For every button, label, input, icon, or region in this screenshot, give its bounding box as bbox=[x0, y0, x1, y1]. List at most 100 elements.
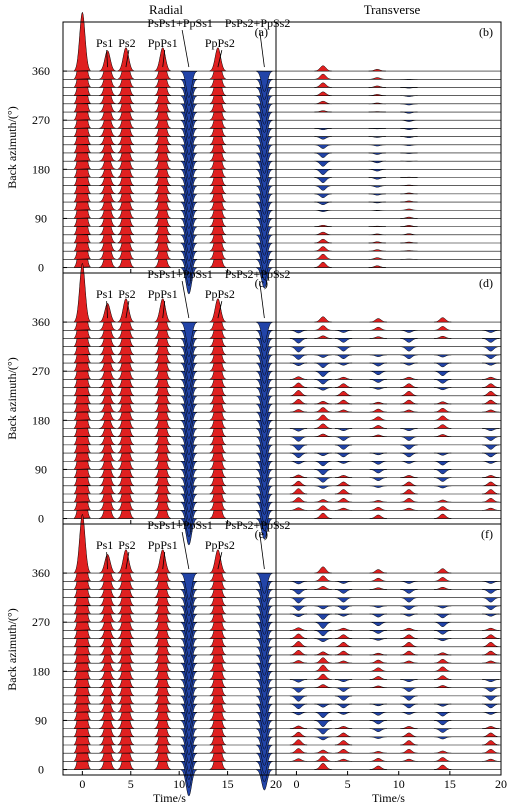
phase-pulse bbox=[289, 695, 308, 702]
phase-pulse bbox=[314, 407, 332, 413]
phase-pulse bbox=[314, 370, 332, 377]
phase-pulse bbox=[481, 605, 500, 611]
phase-pulse bbox=[368, 169, 386, 172]
phase-pulse bbox=[481, 581, 500, 584]
trace-f-135 bbox=[276, 695, 501, 702]
phase-pulse bbox=[400, 726, 418, 729]
phase-pulse bbox=[334, 597, 353, 603]
phase-annotation-ps2: Ps2 bbox=[118, 538, 136, 570]
phase-pulse bbox=[400, 208, 418, 211]
x-tick-label: 0 bbox=[79, 777, 85, 791]
phase-pulse bbox=[314, 253, 332, 260]
trace-d-315 bbox=[276, 346, 501, 353]
phase-pulse bbox=[400, 383, 418, 388]
phase-pulse bbox=[481, 749, 500, 754]
phase-pulse bbox=[289, 731, 308, 738]
trace-b-210 bbox=[276, 152, 501, 158]
trace-d-135 bbox=[276, 444, 501, 451]
trace-f-255 bbox=[276, 627, 501, 637]
trace-f-75 bbox=[276, 725, 501, 735]
y-axis-label: Back azimuth/(°) bbox=[5, 106, 19, 188]
trace-f-90 bbox=[276, 720, 501, 727]
phase-pulse bbox=[433, 362, 452, 368]
phase-pulse bbox=[314, 728, 332, 735]
trace-f-30 bbox=[276, 748, 501, 754]
trace-f-120 bbox=[276, 703, 501, 709]
phase-pulse bbox=[289, 399, 308, 405]
phase-pulse bbox=[481, 489, 500, 495]
phase-pulse bbox=[314, 91, 332, 96]
phase-pulse bbox=[400, 152, 418, 154]
trace-d-30 bbox=[276, 497, 501, 503]
panel-b: (b) bbox=[275, 21, 502, 274]
phase-pulse bbox=[481, 650, 500, 656]
phase-pulse bbox=[400, 200, 418, 203]
phase-pulse bbox=[369, 751, 387, 754]
y-tick-label: 0 bbox=[38, 763, 44, 777]
phase-label: Ps1 bbox=[96, 538, 113, 552]
x-tick-label: 15 bbox=[444, 777, 456, 791]
phase-pulse bbox=[369, 652, 387, 656]
trace-f-300 bbox=[276, 605, 501, 611]
panel-frame bbox=[62, 272, 277, 525]
phase-pulse bbox=[314, 224, 332, 227]
phase-pulse bbox=[369, 387, 387, 390]
y-axis-label: Back azimuth/(°) bbox=[5, 357, 19, 439]
phase-pulse bbox=[314, 316, 332, 323]
panel-frame bbox=[275, 523, 502, 776]
phase-pulse bbox=[314, 505, 332, 511]
phase-pulse bbox=[433, 652, 452, 656]
phase-pulse bbox=[400, 103, 418, 106]
phase-pulse bbox=[314, 169, 332, 175]
trace-f-60 bbox=[276, 731, 501, 741]
phase-pointer bbox=[217, 301, 223, 319]
phase-pulse bbox=[369, 569, 387, 574]
y-tick-label: 270 bbox=[32, 113, 50, 127]
phase-pulse bbox=[369, 354, 387, 357]
phase-annotation-ps1: Ps1 bbox=[96, 538, 113, 570]
phase-pulse bbox=[433, 354, 452, 358]
phase-pointer bbox=[125, 301, 130, 319]
phase-pulse bbox=[314, 144, 332, 149]
phase-pulse bbox=[289, 633, 308, 639]
trace-d-45 bbox=[276, 488, 501, 495]
panel-frame bbox=[62, 21, 277, 274]
phase-pulse bbox=[369, 685, 387, 688]
phase-pulse bbox=[481, 330, 500, 333]
psps1-ppss1-pulse bbox=[180, 321, 198, 350]
phase-pulse bbox=[481, 362, 500, 366]
phase-pulse bbox=[481, 391, 500, 397]
phase-pulse bbox=[481, 740, 500, 746]
y-axis-label: Back azimuth/(°) bbox=[5, 608, 19, 690]
phase-pulse bbox=[314, 193, 332, 198]
phase-pulse bbox=[481, 376, 500, 380]
phase-pulse bbox=[400, 233, 418, 236]
phase-pulse bbox=[433, 630, 452, 635]
phase-annotation-ppps2: PpPs2 bbox=[205, 36, 235, 68]
phase-pulse bbox=[481, 732, 500, 738]
phase-pulse bbox=[481, 597, 500, 603]
y-tick-label: 360 bbox=[32, 64, 50, 78]
phase-pulse bbox=[289, 660, 308, 664]
phase-pulse bbox=[368, 102, 386, 105]
trace-b-15 bbox=[276, 253, 501, 260]
phase-pulse bbox=[433, 568, 452, 574]
phase-pointer bbox=[106, 552, 108, 570]
phase-pulse bbox=[368, 265, 386, 268]
trace-c-345 bbox=[63, 270, 276, 358]
trace-f-180 bbox=[276, 664, 501, 672]
trace-b-105 bbox=[276, 208, 501, 212]
trace-d-270 bbox=[276, 370, 501, 377]
y-tick-label: 90 bbox=[35, 713, 47, 727]
phase-pulse bbox=[400, 354, 418, 360]
phase-pulse bbox=[400, 460, 418, 464]
phase-pointer bbox=[162, 301, 166, 319]
phase-pulse bbox=[368, 241, 386, 244]
phase-label: PsPs2+PpSs2 bbox=[225, 518, 290, 532]
phase-pulse bbox=[334, 726, 353, 729]
phase-pulse bbox=[433, 387, 452, 391]
phase-pulse bbox=[314, 246, 332, 252]
phase-label: Ps2 bbox=[118, 36, 135, 50]
phase-pulse bbox=[433, 586, 452, 590]
phase-pulse bbox=[314, 423, 332, 429]
